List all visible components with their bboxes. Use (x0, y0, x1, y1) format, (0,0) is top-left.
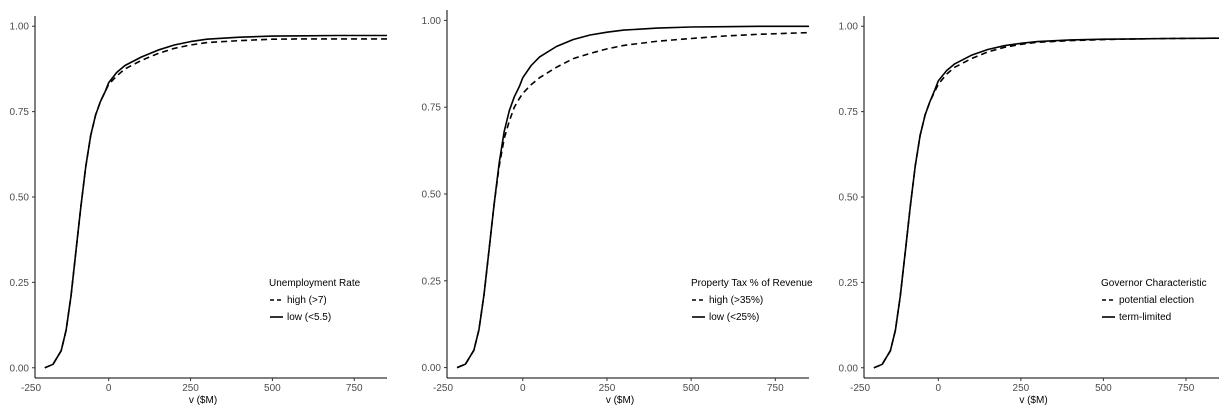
x-axis-title: v ($M) (189, 395, 217, 406)
x-tick-label: 0 (106, 383, 112, 394)
x-tick-label: -250 (433, 383, 453, 394)
y-tick-label: 0.25 (422, 276, 442, 287)
x-tick-label: 750 (767, 383, 784, 394)
x-tick-label: -250 (21, 383, 41, 394)
series-line-2 (456, 25, 809, 369)
y-tick-label: 0.75 (422, 103, 442, 114)
x-tick-label: 500 (264, 383, 281, 394)
x-tick-label: 250 (182, 383, 199, 394)
x-tick-label: 500 (1095, 383, 1112, 394)
legend-title: Unemployment Rate (269, 278, 361, 289)
y-tick-label: 1.00 (10, 22, 30, 33)
y-tick-label: 0.00 (10, 363, 30, 374)
y-tick-label: 0.00 (422, 363, 442, 374)
legend-label-1: high (>7) (287, 295, 327, 306)
legend-label-1: high (>35%) (709, 295, 763, 306)
chart-panel-3: 0.00 0.25 0.50 0.75 1.00 -250 0 250 500 750 v ($M)… (839, 16, 1220, 406)
y-tick-label: 1.00 (839, 22, 859, 33)
y-tick-label: 0.75 (839, 107, 859, 118)
legend-label-1: potential election (1119, 295, 1194, 306)
chart-panel-1: 0.00 0.25 0.50 0.75 1.00 -250 0 250 500 750 v ($M)… (10, 16, 387, 406)
y-tick-label: 1.00 (422, 16, 442, 27)
legend-label-2: low (<25%) (709, 312, 759, 323)
y-tick-label: 0.50 (839, 193, 859, 204)
y-tick-label: 0.75 (10, 107, 30, 118)
y-tick-label: 0.25 (839, 278, 859, 289)
y-tick-label: 0.50 (422, 190, 442, 201)
series-line-2 (873, 37, 1220, 369)
y-tick-label: 0.25 (10, 278, 30, 289)
x-tick-label: 750 (1178, 383, 1195, 394)
x-tick-label: 500 (683, 383, 700, 394)
y-tick-label: 0.50 (10, 193, 30, 204)
legend-title: Property Tax % of Revenue (691, 278, 813, 289)
x-axis-title: v ($M) (1019, 395, 1047, 406)
x-axis-title: v ($M) (606, 395, 634, 406)
x-tick-label: -250 (850, 383, 870, 394)
series-line-1 (44, 38, 387, 369)
x-tick-label: 0 (936, 383, 942, 394)
series-line-2 (44, 34, 387, 369)
x-tick-label: 250 (599, 383, 616, 394)
legend-title: Governor Characteristic (1101, 278, 1207, 289)
x-tick-label: 0 (520, 383, 526, 394)
legend-label-2: term-limited (1119, 312, 1171, 323)
x-tick-label: 250 (1013, 383, 1030, 394)
legend-label-2: low (<5.5) (287, 312, 331, 323)
chart-panel-2: 0.00 0.25 0.50 0.75 1.00 -250 0 250 500 750 v ($M)… (422, 10, 813, 406)
x-tick-label: 750 (346, 383, 363, 394)
y-tick-label: 0.00 (839, 363, 859, 374)
